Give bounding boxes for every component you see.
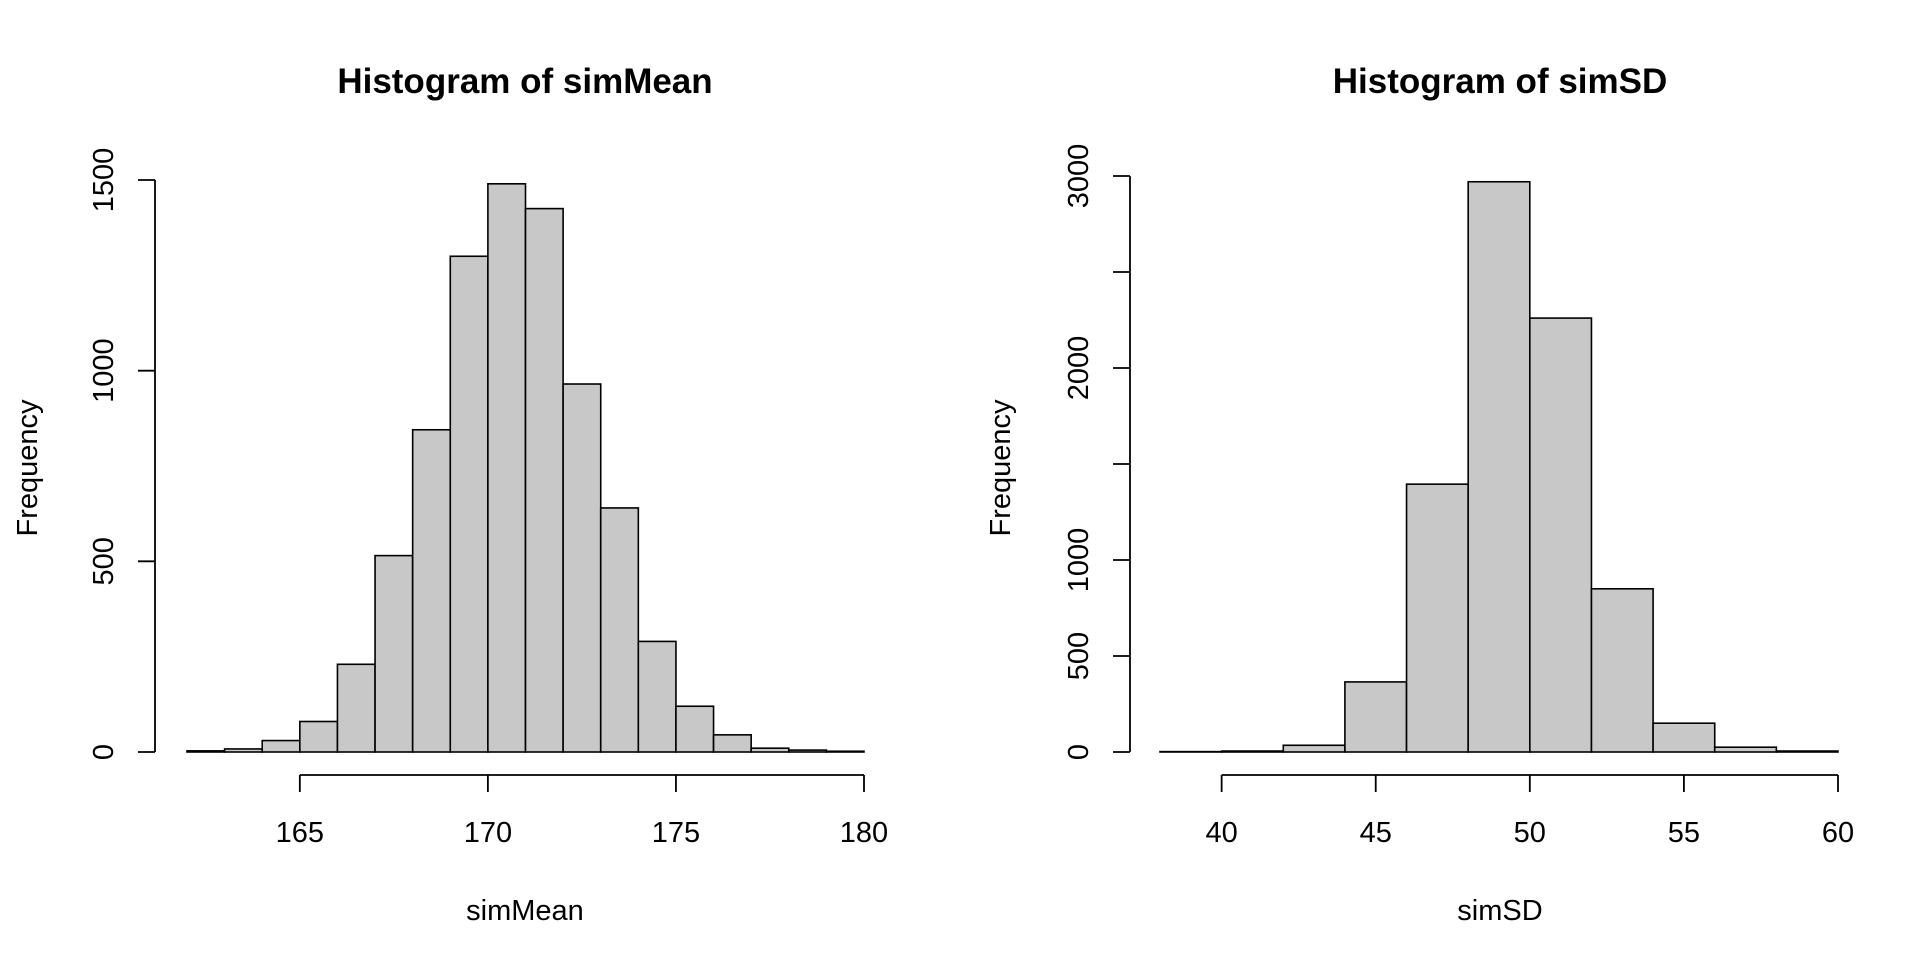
x-tick-label: 60 (1822, 817, 1854, 849)
y-tick-label: 1000 (1063, 528, 1095, 593)
chart-title: Histogram of simMean (337, 62, 712, 101)
x-tick-label: 170 (464, 817, 512, 849)
histogram-bar (374, 554, 414, 753)
y-tick-label: 2000 (1063, 336, 1095, 401)
histogram-panel-simsd: Histogram of simSD simSD Frequency 40 45 5… (985, 62, 1854, 927)
histogram-bar (787, 749, 828, 753)
histogram-panel-simmean: Histogram of simMean simMean Frequency 1… (12, 62, 888, 927)
y-tick-label: 0 (88, 744, 120, 760)
histogram-bar (1220, 750, 1285, 753)
y-axis-label: Frequency (12, 399, 44, 537)
histogram-bar (487, 183, 527, 753)
histogram-bar (524, 207, 564, 753)
y-axis: 0 500 1000 1500 (88, 148, 156, 760)
histogram-bar (675, 705, 715, 753)
x-axis-label: simSD (1457, 895, 1542, 927)
x-axis: 40 45 50 55 60 (1206, 774, 1854, 849)
bars (186, 183, 865, 753)
histogram-bar (261, 739, 301, 753)
histogram-bar (186, 750, 226, 753)
x-tick-label: 50 (1514, 817, 1546, 849)
x-tick-label: 40 (1206, 817, 1238, 849)
x-axis-label: simMean (466, 895, 584, 927)
y-tick-label: 3000 (1063, 144, 1095, 209)
histogram-bar (1713, 746, 1778, 753)
histogram-bar (449, 255, 489, 753)
histogram-bar (637, 640, 677, 753)
histogram-bar (1775, 750, 1839, 753)
y-tick-label: 500 (88, 537, 120, 585)
histogram-bar (1344, 681, 1408, 753)
histogram-bar (1282, 744, 1346, 753)
y-tick-label: 1500 (88, 148, 120, 213)
histogram-bar (1467, 180, 1531, 753)
histogram-bar (299, 720, 339, 753)
bars (1159, 180, 1839, 753)
histogram-bar (336, 663, 376, 753)
x-tick-label: 180 (840, 817, 888, 849)
histogram-bar (223, 748, 264, 753)
histogram-bar (750, 747, 790, 753)
histogram-bar (825, 750, 865, 753)
y-tick-label: 0 (1063, 744, 1095, 760)
histogram-bar (562, 383, 602, 753)
histogram-bar (1590, 587, 1654, 753)
x-tick-label: 165 (276, 817, 324, 849)
histogram-bar (1405, 483, 1469, 753)
histogram-bar (712, 734, 752, 753)
x-tick-label: 45 (1360, 817, 1392, 849)
histogram-bar (411, 428, 452, 753)
x-tick-label: 175 (652, 817, 700, 849)
x-axis: 165 170 175 180 (276, 774, 888, 849)
y-tick-label: 500 (1063, 632, 1095, 680)
histogram-bar (599, 507, 640, 753)
histogram-bar (1529, 317, 1593, 753)
histogram-bar (1652, 722, 1716, 753)
y-axis: 0 500 1000 2000 3000 (1063, 144, 1131, 760)
y-axis-label: Frequency (985, 399, 1017, 537)
y-tick-label: 1000 (88, 338, 120, 403)
x-tick-label: 55 (1668, 817, 1700, 849)
chart-title: Histogram of simSD (1333, 62, 1668, 101)
